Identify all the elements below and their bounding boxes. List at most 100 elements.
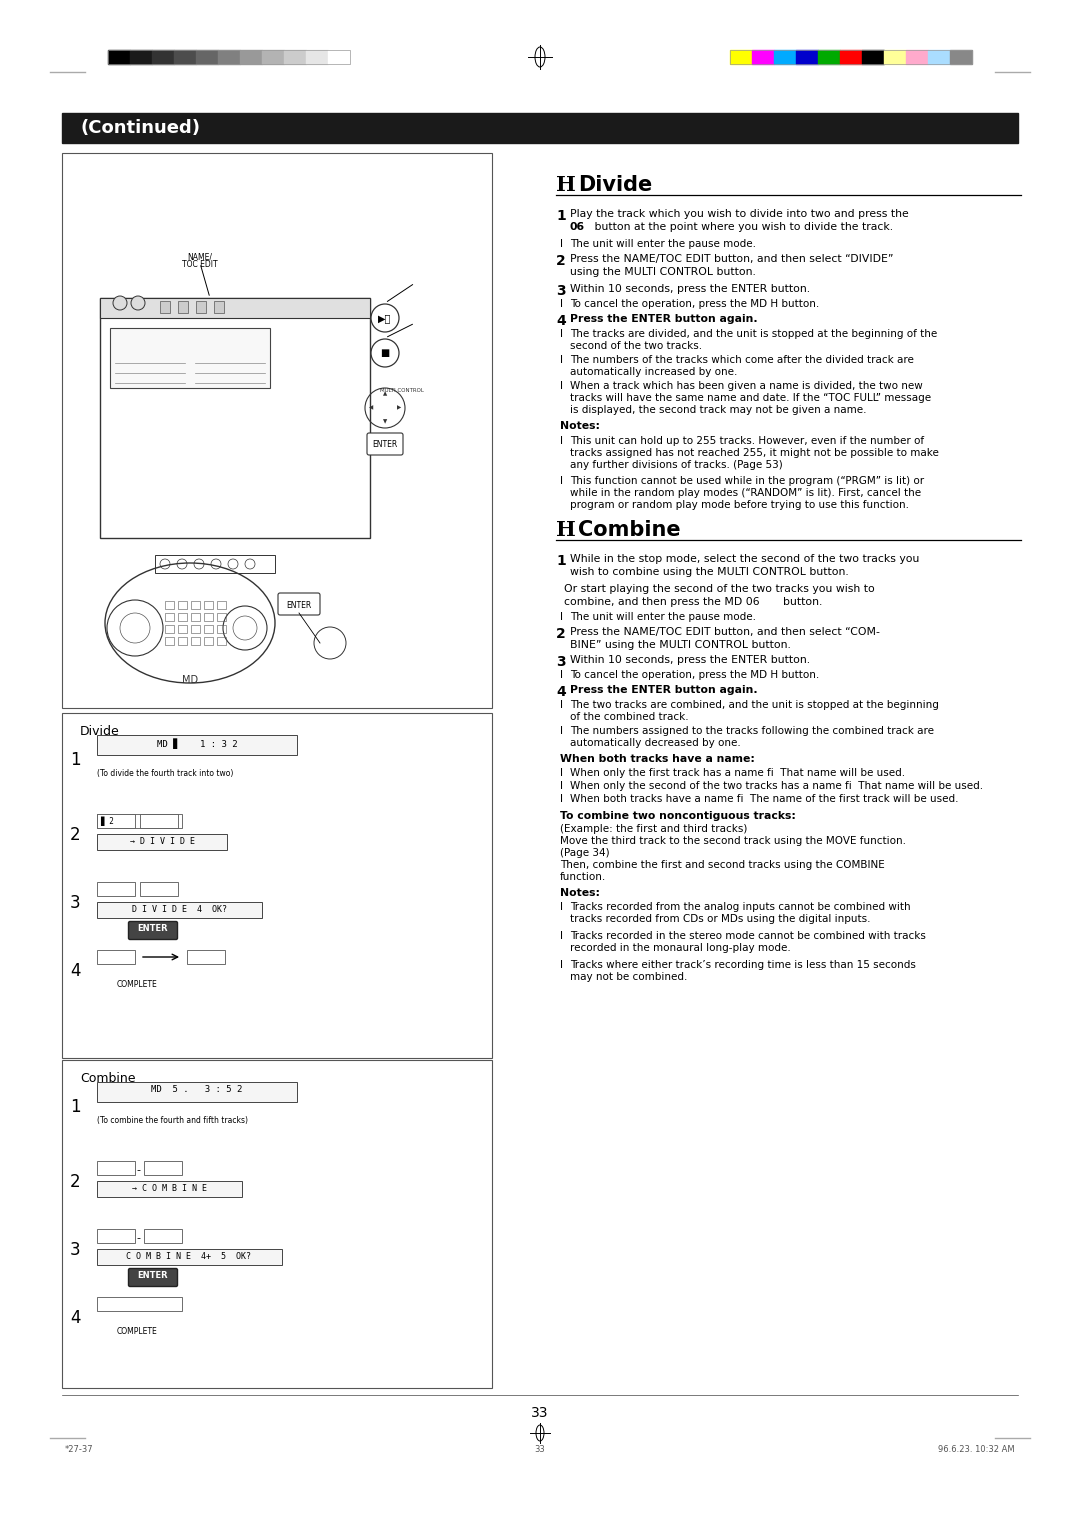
Bar [97,1297,183,1311]
Text: tracks recorded from CDs or MDs using the digital inputs.: tracks recorded from CDs or MDs using th… [570,914,870,924]
Bar [178,301,188,313]
Text: of the combined track.: of the combined track. [570,712,689,723]
Text: D I V I D E  4  OK?: D I V I D E 4 OK? [132,905,227,914]
Bar [906,50,928,64]
Bar [108,50,130,64]
Bar [840,50,862,64]
Text: BINE” using the MULTI CONTROL button.: BINE” using the MULTI CONTROL button. [570,640,791,649]
Text: The unit will enter the pause mode.: The unit will enter the pause mode. [570,613,756,622]
Text: To cancel the operation, press the MD H button.: To cancel the operation, press the MD H … [570,299,820,309]
Text: To combine two noncontiguous tracks:: To combine two noncontiguous tracks: [561,811,796,821]
Text: combine, and then press the MD 06: combine, and then press the MD 06 [564,597,759,607]
Bar [217,625,226,633]
Text: ▼: ▼ [383,419,387,423]
Text: Within 10 seconds, press the ENTER button.: Within 10 seconds, press the ENTER butto… [570,284,810,293]
Text: 3: 3 [556,284,566,298]
Text: wish to combine using the MULTI CONTROL button.: wish to combine using the MULTI CONTROL … [570,567,849,578]
Text: second of the two tracks.: second of the two tracks. [570,341,702,351]
Text: When only the second of the two tracks has a name fi  That name will be used.: When only the second of the two tracks h… [570,781,983,792]
Text: ◀: ◀ [369,405,373,410]
Bar [191,601,200,610]
Text: 3: 3 [556,656,566,669]
Text: l: l [561,380,563,391]
Text: NAME/: NAME/ [188,254,213,261]
Text: automatically increased by one.: automatically increased by one. [570,367,738,377]
Bar [97,1229,135,1242]
Text: 1: 1 [70,1099,81,1115]
Text: using the MULTI CONTROL button.: using the MULTI CONTROL button. [570,267,756,277]
Text: ENTER: ENTER [286,601,312,610]
Text: 4: 4 [70,1309,81,1326]
Text: l: l [561,931,563,941]
Bar [97,814,183,828]
Bar [97,735,297,755]
Circle shape [113,296,127,310]
Bar [97,902,262,918]
Text: ENTER: ENTER [137,924,168,934]
Text: The tracks are divided, and the unit is stopped at the beginning of the: The tracks are divided, and the unit is … [570,329,937,339]
Bar [752,50,774,64]
Bar [97,950,135,964]
Bar [110,329,270,388]
Text: When a track which has been given a name is divided, the two new: When a track which has been given a name… [570,380,922,391]
Bar [178,601,187,610]
Text: Combine: Combine [578,520,680,539]
Bar [204,601,213,610]
Text: tracks will have the same name and date. If the “TOC FULL” message: tracks will have the same name and date.… [570,393,931,403]
Text: MD  5 .   3 : 5 2: MD 5 . 3 : 5 2 [151,1085,243,1094]
Text: 3: 3 [70,1241,81,1259]
Text: *27-37: *27-37 [65,1445,94,1455]
Text: l: l [561,769,563,778]
Bar [97,814,135,828]
Text: 96.6.23. 10:32 AM: 96.6.23. 10:32 AM [939,1445,1015,1455]
Bar [928,50,950,64]
Text: 1: 1 [70,750,81,769]
Text: Divide: Divide [80,724,120,738]
Text: l: l [561,477,563,486]
Text: -: - [136,1164,140,1175]
Bar [62,714,492,1057]
Text: Within 10 seconds, press the ENTER button.: Within 10 seconds, press the ENTER butto… [570,656,810,665]
Bar [818,50,840,64]
Text: COMPLETE: COMPLETE [117,979,158,989]
Text: l: l [561,902,563,912]
Bar [97,834,227,850]
Text: → D I V I D E: → D I V I D E [130,837,194,847]
Bar [191,625,200,633]
Text: ENTER: ENTER [137,1271,168,1280]
Bar [62,113,1018,144]
Bar [217,601,226,610]
Text: Notes:: Notes: [561,422,600,431]
Text: l: l [561,238,563,249]
Text: 2: 2 [556,626,566,642]
Bar [165,625,174,633]
Text: automatically decreased by one.: automatically decreased by one. [570,738,741,749]
Bar [187,950,225,964]
Bar [97,882,135,895]
Bar [108,50,350,64]
Text: 3: 3 [70,894,81,912]
Bar [144,1229,183,1242]
Text: function.: function. [561,872,606,882]
Text: may not be combined.: may not be combined. [570,972,687,983]
Text: 06: 06 [570,222,585,232]
Bar [204,637,213,645]
Text: H: H [556,520,576,539]
Text: This unit can hold up to 255 tracks. However, even if the number of: This unit can hold up to 255 tracks. How… [570,435,924,446]
Text: Divide: Divide [578,176,652,196]
Text: When only the first track has a name fi  That name will be used.: When only the first track has a name fi … [570,769,905,778]
Bar [160,301,170,313]
Text: ENTER: ENTER [373,440,397,449]
Text: (Page 34): (Page 34) [561,848,609,859]
Text: When both tracks have a name:: When both tracks have a name: [561,753,755,764]
Bar [178,625,187,633]
Bar [796,50,818,64]
Text: MULTI CONTROL: MULTI CONTROL [380,388,423,393]
Text: → C O M B I N E: → C O M B I N E [132,1184,206,1193]
Text: -: - [136,1233,140,1242]
Bar [178,613,187,620]
Bar [97,1082,297,1102]
Bar [262,50,284,64]
Bar [140,814,178,828]
Text: Press the NAME/TOC EDIT button, and then select “DIVIDE”: Press the NAME/TOC EDIT button, and then… [570,254,893,264]
